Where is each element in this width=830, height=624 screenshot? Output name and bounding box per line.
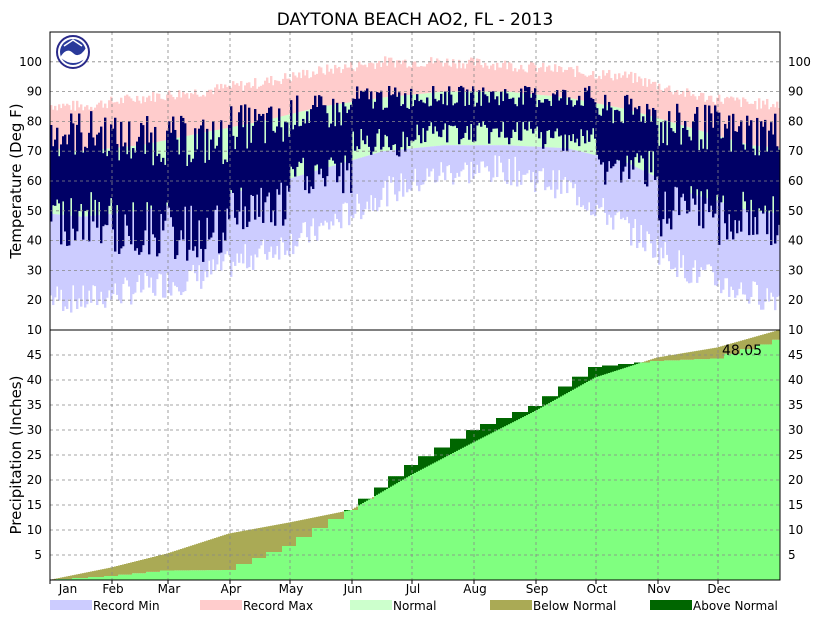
temp-tick-label: 90 (27, 85, 42, 99)
temp-ylabel: Temperature (Deg F) (7, 103, 25, 259)
temp-tick-label: 60 (27, 174, 42, 188)
temp-tick-label: 50 (788, 204, 803, 218)
month-label: Jan (58, 582, 78, 596)
precip-tick-label: 35 (27, 398, 42, 412)
month-label: Feb (102, 582, 123, 596)
temp-tick-label: 30 (788, 263, 803, 277)
month-label: Aug (463, 582, 486, 596)
legend-label-above-normal: Above Normal (693, 599, 778, 613)
precip-tick-label: 20 (27, 473, 42, 487)
temperature-panel (50, 56, 780, 312)
temp-tick-label: 70 (27, 144, 42, 158)
legend-swatch-record-max (200, 600, 242, 610)
legend-swatch-record-min (50, 600, 92, 610)
month-label: Jun (343, 582, 363, 596)
noaa-logo (57, 36, 89, 68)
legend-label-normal: Normal (393, 599, 436, 613)
month-label: Nov (647, 582, 670, 596)
legend-swatch-below-normal (490, 600, 532, 610)
precip-tick-label: 20 (788, 473, 803, 487)
temp-tick-label: 40 (27, 234, 42, 248)
temp-tick-label: 30 (27, 263, 42, 277)
temp-tick-label: 40 (788, 234, 803, 248)
precip-tick-label: 30 (27, 423, 42, 437)
temp-tick-label: 60 (788, 174, 803, 188)
precip-tick-label: 15 (788, 498, 803, 512)
precip-tick-label: 10 (27, 523, 42, 537)
month-label: Jul (405, 582, 420, 596)
precip-ylabel: Precipitation (Inches) (7, 376, 25, 535)
precip-total-label: 48.05 (722, 343, 762, 359)
month-label: Apr (221, 582, 242, 596)
temp-tick-label: 70 (788, 144, 803, 158)
precip-tick-label: 15 (27, 498, 42, 512)
precip-tick-label: 10 (788, 523, 803, 537)
legend-swatch-above-normal (650, 600, 692, 610)
precip-tick-label: 25 (27, 448, 42, 462)
temp-tick-label: 100 (19, 55, 42, 69)
month-label: Dec (707, 582, 730, 596)
temp-tick-label: 80 (788, 114, 803, 128)
precip-tick-label: 35 (788, 398, 803, 412)
temp-tick-label: 20 (788, 293, 803, 307)
month-label: Sep (526, 582, 549, 596)
precip-tick-label: 45 (788, 348, 803, 362)
legend-label-record-min: Record Min (93, 599, 160, 613)
precip-tick-label: 40 (788, 373, 803, 387)
temp-tick-label: 10 (27, 323, 42, 337)
temp-tick-label: 100 (788, 55, 811, 69)
temp-tick-label: 90 (788, 85, 803, 99)
legend-label-below-normal: Below Normal (533, 599, 616, 613)
temp-tick-label: 50 (27, 204, 42, 218)
temp-tick-label: 10 (788, 323, 803, 337)
month-label: Mar (158, 582, 181, 596)
temp-tick-label: 80 (27, 114, 42, 128)
month-label: May (279, 582, 304, 596)
precip-tick-label: 25 (788, 448, 803, 462)
legend-swatch-normal (350, 600, 392, 610)
legend-label-record-max: Record Max (243, 599, 313, 613)
legend: Record Min Record Max Normal Below Norma… (50, 599, 778, 613)
precip-tick-label: 45 (27, 348, 42, 362)
precip-tick-label: 5 (34, 548, 42, 562)
precip-tick-label: 40 (27, 373, 42, 387)
month-label: Oct (587, 582, 608, 596)
precip-tick-label: 5 (788, 548, 796, 562)
chart-title: DAYTONA BEACH AO2, FL - 2013 (277, 10, 554, 30)
temp-tick-label: 20 (27, 293, 42, 307)
precip-tick-label: 30 (788, 423, 803, 437)
